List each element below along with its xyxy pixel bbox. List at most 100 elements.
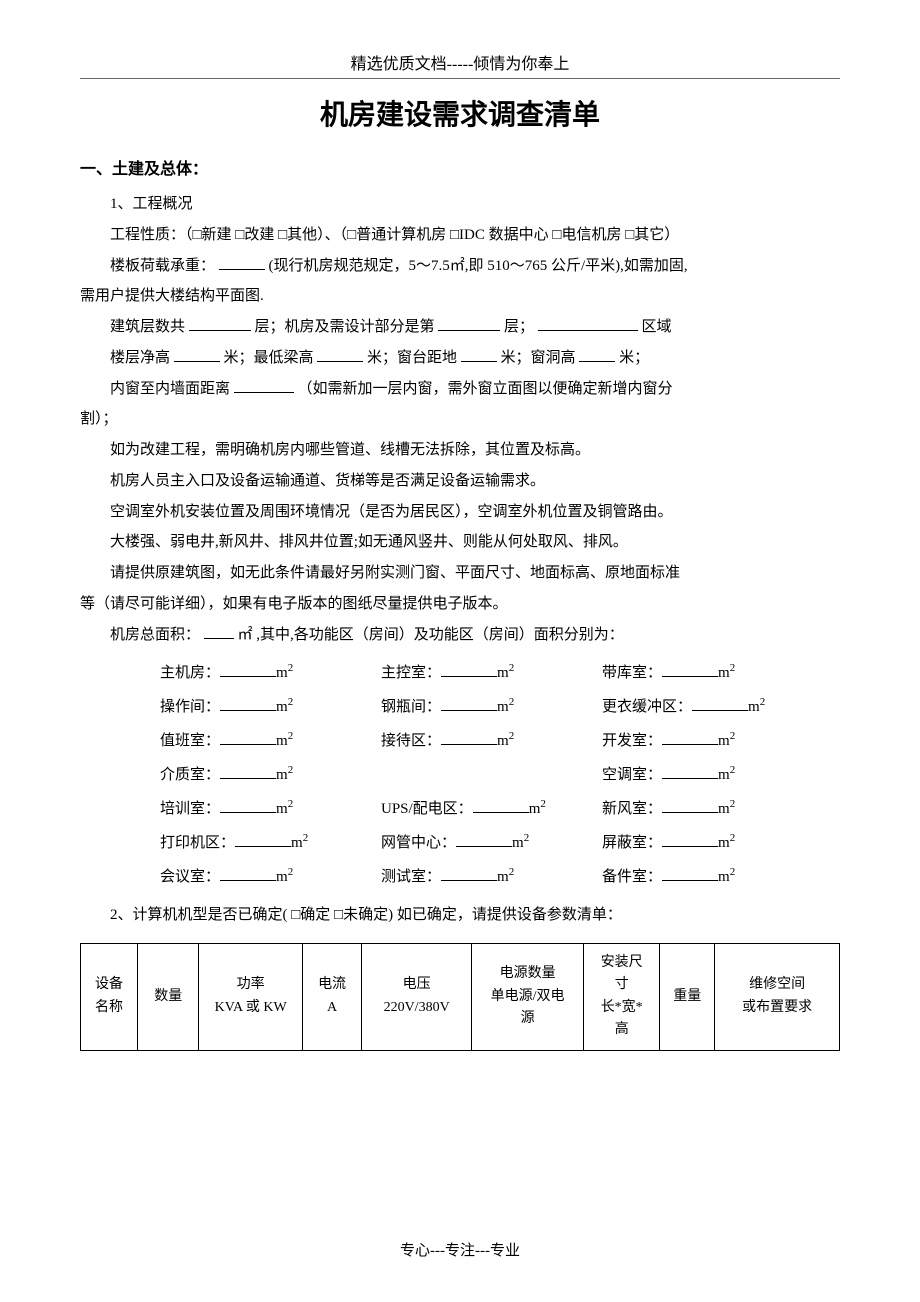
room-blank[interactable] <box>220 730 276 745</box>
p4: 建筑层数共 层；机房及需设计部分是第 层； 区域 <box>80 312 840 343</box>
blank-floor-no[interactable] <box>438 316 500 331</box>
p12a: 机房总面积： <box>110 627 200 643</box>
room-unit: m2 <box>497 869 514 885</box>
room-cell: 会议室： m2 <box>160 860 355 894</box>
equipment-table: 设备名称数量功率KVA 或 KW电流A电压220V/380V电源数量单电源/双电… <box>80 943 840 1051</box>
p9: 空调室外机安装位置及周围环境情况（是否为居民区），空调室外机位置及铜管路由。 <box>80 497 840 528</box>
room-blank[interactable] <box>441 730 497 745</box>
header-rule <box>80 78 840 79</box>
room-cell: 新风室： m2 <box>602 792 797 826</box>
room-blank[interactable] <box>235 832 291 847</box>
room-label: UPS/配电区： <box>381 801 473 817</box>
room-blank[interactable] <box>441 696 497 711</box>
room-cell: 培训室：m2 <box>160 792 355 826</box>
p13: 2、计算机机型是否已确定( □确定 □未确定) 如已确定，请提供设备参数清单： <box>80 900 840 931</box>
room-blank[interactable] <box>441 866 497 881</box>
p4d: 区域 <box>642 319 672 335</box>
room-label: 打印机区： <box>160 835 235 851</box>
room-blank[interactable] <box>662 764 718 779</box>
room-blank[interactable] <box>662 798 718 813</box>
page-footer: 专心---专注---专业 <box>0 1239 920 1260</box>
room-cell: 空调室： m2 <box>602 758 797 792</box>
room-unit: m2 <box>718 733 735 749</box>
room-unit: m2 <box>276 869 293 885</box>
room-label: 开发室： <box>602 733 662 749</box>
room-blank[interactable] <box>220 696 276 711</box>
room-unit: m2 <box>497 699 514 715</box>
room-cell: 值班室：m2 <box>160 724 355 758</box>
room-cell: 网管中心：m2 <box>381 826 576 860</box>
room-label: 测试室： <box>381 869 441 885</box>
room-blank[interactable] <box>662 866 718 881</box>
room-label: 培训室： <box>160 801 220 817</box>
room-cell: 主机房： m2 <box>160 656 355 690</box>
room-unit: m2 <box>276 699 293 715</box>
p1: 1、工程概况 <box>80 189 840 220</box>
room-label: 接待区： <box>381 733 441 749</box>
room-blank[interactable] <box>692 696 748 711</box>
room-label: 值班室： <box>160 733 220 749</box>
room-unit: m2 <box>748 699 765 715</box>
room-label: 钢瓶间： <box>381 699 441 715</box>
room-label: 更衣缓冲区： <box>602 699 692 715</box>
room-cell: 主控室：m2 <box>381 656 576 690</box>
room-unit: m2 <box>718 801 735 817</box>
blank-beam[interactable] <box>317 347 363 362</box>
rooms-grid: 主机房：m2主控室：m2带库室：m2操作间：m2钢瓶间：m2更衣缓冲区：m2值班… <box>160 656 840 894</box>
room-label: 新风室： <box>602 801 662 817</box>
blank-load[interactable] <box>219 255 265 270</box>
room-blank[interactable] <box>456 832 512 847</box>
blank-area[interactable] <box>538 316 638 331</box>
room-unit: m2 <box>276 665 293 681</box>
top-header: 精选优质文档-----倾情为你奉上 <box>80 50 840 74</box>
room-blank[interactable] <box>662 662 718 677</box>
room-cell: 测试室： m2 <box>381 860 576 894</box>
blank-height[interactable] <box>174 347 220 362</box>
room-label: 空调室： <box>602 767 662 783</box>
room-blank[interactable] <box>662 730 718 745</box>
room-blank[interactable] <box>220 662 276 677</box>
room-blank[interactable] <box>220 866 276 881</box>
rooms-row: 会议室： m2 测试室： m2 备件室：m2 <box>160 860 840 894</box>
room-blank[interactable] <box>220 798 276 813</box>
room-label: 主控室： <box>381 665 441 681</box>
room-cell: 更衣缓冲区： m2 <box>602 690 797 724</box>
p4b: 层；机房及需设计部分是第 <box>255 319 435 335</box>
table-header-cell: 功率KVA 或 KW <box>199 944 303 1051</box>
blank-inner-window[interactable] <box>234 378 294 393</box>
p5a: 楼层净高 <box>110 350 170 366</box>
p3a: 楼板荷载承重： <box>110 258 215 274</box>
p7: 如为改建工程，需明确机房内哪些管道、线槽无法拆除，其位置及标高。 <box>80 435 840 466</box>
table-header-cell: 电源数量单电源/双电源 <box>472 944 584 1051</box>
table-header-cell: 重量 <box>660 944 715 1051</box>
room-cell <box>381 758 576 792</box>
p5d: 米；窗洞高 <box>501 350 576 366</box>
page: 精选优质文档-----倾情为你奉上 机房建设需求调查清单 一、土建及总体： 1、… <box>0 0 920 1302</box>
p5: 楼层净高 米；最低梁高 米；窗台距地 米；窗洞高 米； <box>80 343 840 374</box>
room-blank[interactable] <box>220 764 276 779</box>
room-blank[interactable] <box>473 798 529 813</box>
room-cell: 备件室：m2 <box>602 860 797 894</box>
blank-sill[interactable] <box>461 347 497 362</box>
rooms-row: 介质室：m2 空调室： m2 <box>160 758 840 792</box>
room-unit: m2 <box>718 665 735 681</box>
room-unit: m2 <box>497 733 514 749</box>
room-cell: UPS/配电区：m2 <box>381 792 576 826</box>
room-blank[interactable] <box>662 832 718 847</box>
room-label: 主机房： <box>160 665 220 681</box>
p3b: (现行机房规范规定，5～7.5㎡,即 510～765 公斤/平米),如需加固, <box>269 258 688 274</box>
room-label: 会议室： <box>160 869 220 885</box>
p10: 大楼强、弱电井,新风井、排风井位置;如无通风竖井、则能从何处取风、排风。 <box>80 527 840 558</box>
rooms-row: 打印机区：m2网管中心：m2屏蔽室：m2 <box>160 826 840 860</box>
blank-window-h[interactable] <box>579 347 615 362</box>
p5e: 米； <box>619 350 649 366</box>
table-header-row: 设备名称数量功率KVA 或 KW电流A电压220V/380V电源数量单电源/双电… <box>81 944 840 1051</box>
p8: 机房人员主入口及设备运输通道、货梯等是否满足设备运输需求。 <box>80 466 840 497</box>
room-cell: 介质室：m2 <box>160 758 355 792</box>
p3: 楼板荷载承重： (现行机房规范规定，5～7.5㎡,即 510～765 公斤/平米… <box>80 251 840 282</box>
room-unit: m2 <box>718 767 735 783</box>
room-blank[interactable] <box>441 662 497 677</box>
p3c: 需用户提供大楼结构平面图. <box>80 281 840 312</box>
blank-floors[interactable] <box>189 316 251 331</box>
blank-total-area[interactable] <box>204 624 234 639</box>
